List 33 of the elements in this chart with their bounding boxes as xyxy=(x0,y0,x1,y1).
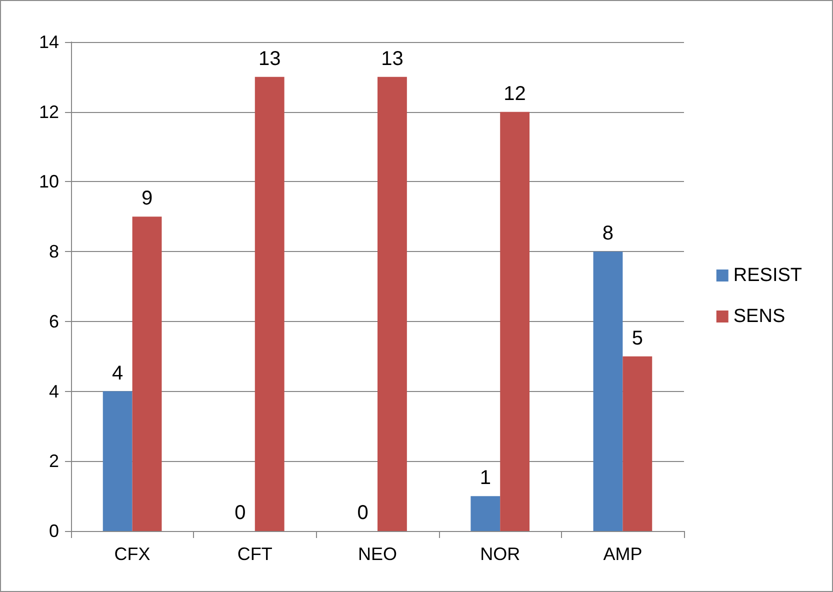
y-tick-label: 12 xyxy=(38,102,59,122)
data-label: 13 xyxy=(381,48,404,70)
bar xyxy=(102,391,132,531)
data-label: 8 xyxy=(602,222,614,245)
y-tick-label: 8 xyxy=(48,242,59,262)
bar xyxy=(500,112,530,531)
data-label: 9 xyxy=(141,188,153,210)
legend-label: SENS xyxy=(733,306,786,327)
y-tick-label: 10 xyxy=(38,172,59,192)
y-tick-label: 2 xyxy=(48,451,59,472)
data-label: 0 xyxy=(357,502,368,524)
y-tick-label: 14 xyxy=(38,32,59,52)
bar xyxy=(470,496,500,531)
data-label: 4 xyxy=(112,362,124,384)
x-tick-label: NEO xyxy=(358,544,398,564)
x-tick-label: NOR xyxy=(480,544,520,564)
data-label: 0 xyxy=(234,502,246,524)
bar xyxy=(622,356,652,531)
legend-label: RESIST xyxy=(733,265,802,286)
data-label: 13 xyxy=(258,48,281,70)
bar xyxy=(378,76,407,531)
y-tick-label: 6 xyxy=(48,311,59,332)
x-tick-label: CFX xyxy=(114,544,150,564)
data-label: 1 xyxy=(480,467,491,490)
data-label: 5 xyxy=(632,327,643,350)
x-tick-label: CFT xyxy=(237,544,272,564)
y-tick-label: 0 xyxy=(48,521,59,541)
bar xyxy=(593,252,623,531)
x-tick-label: AMP xyxy=(603,544,642,564)
data-label: 12 xyxy=(504,82,526,105)
bar xyxy=(132,216,162,531)
y-tick-label: 4 xyxy=(48,381,59,402)
bar xyxy=(254,76,284,531)
